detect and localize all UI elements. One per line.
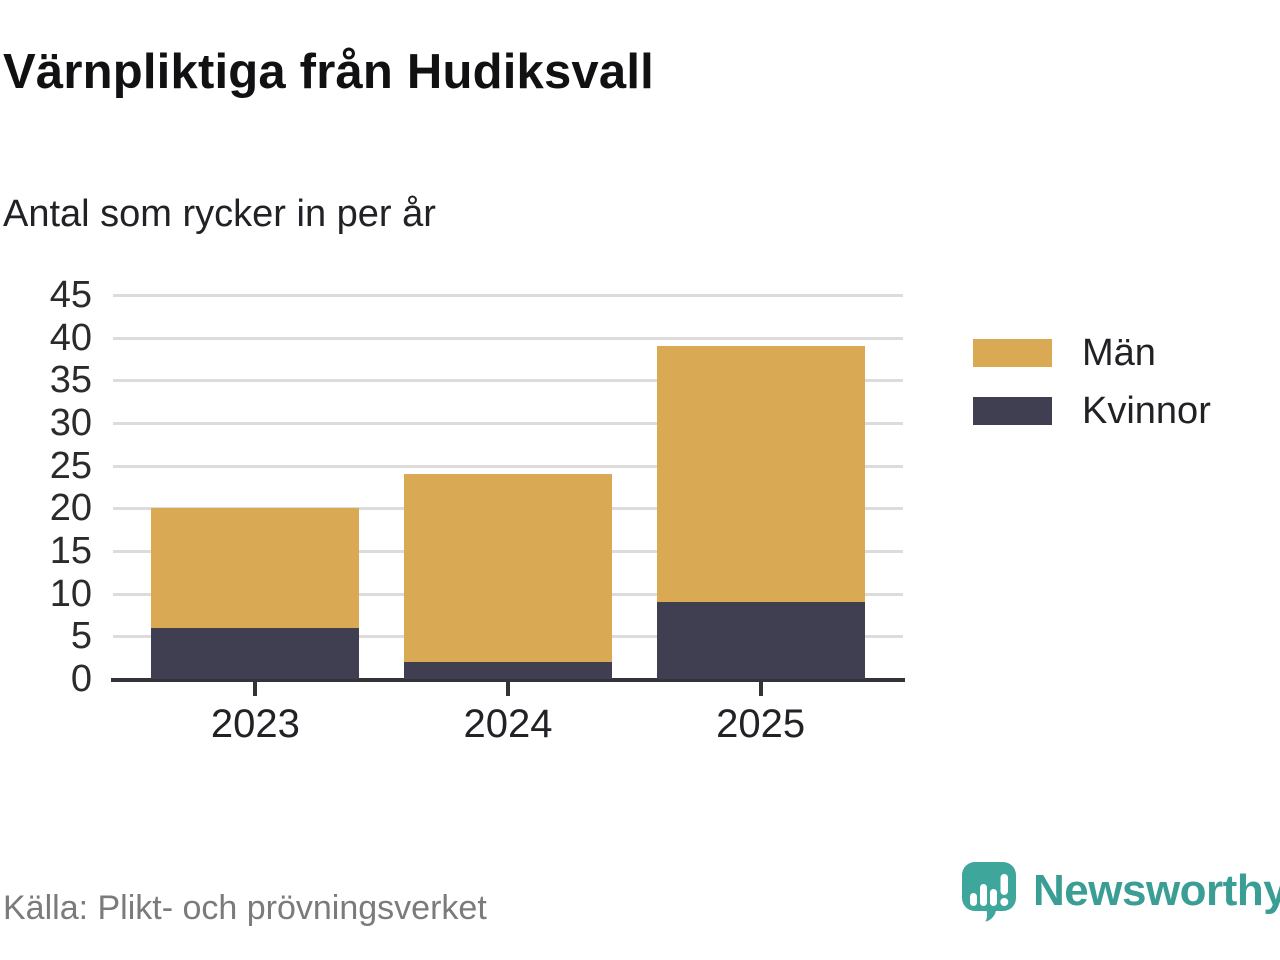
gridline-25 <box>113 464 903 468</box>
plot-area <box>111 294 905 696</box>
gridline-30 <box>113 422 903 425</box>
y-tick-label-15: 15 <box>49 530 92 572</box>
x-tick-label-2024: 2024 <box>463 702 553 746</box>
y-tick-label-5: 5 <box>70 615 92 658</box>
x-tick-label-2025: 2025 <box>716 702 806 746</box>
y-tick-label-40: 40 <box>49 316 92 359</box>
legend-label-kvinnor: Kvinnor <box>1082 390 1211 432</box>
y-tick-label-30: 30 <box>49 402 92 444</box>
bar-segment-2024-kvinnor <box>404 661 612 679</box>
newsworthy-logo: Newsworthy <box>962 862 1280 922</box>
legend-item-man: Män <box>973 331 1211 375</box>
legend-swatch-kvinnor <box>973 397 1052 425</box>
y-tick-label-35: 35 <box>49 359 92 402</box>
source-text: Källa: Plikt- och prövningsverket <box>3 889 487 927</box>
y-tick-label-10: 10 <box>49 572 92 615</box>
gridline-40 <box>113 336 903 340</box>
bar-segment-2023-män <box>151 508 360 628</box>
bar-segment-2024-män <box>404 474 612 662</box>
x-tick-2025 <box>758 682 763 696</box>
chart-title: Värnpliktiga från Hudiksvall <box>3 45 654 99</box>
chart-subtitle: Antal som rycker in per år <box>3 193 436 235</box>
legend-label-man: Män <box>1082 332 1156 374</box>
gridline-45 <box>113 294 903 297</box>
legend-item-kvinnor: Kvinnor <box>973 389 1211 433</box>
y-tick-label-20: 20 <box>49 487 92 530</box>
x-axis-line <box>111 678 905 682</box>
bar-segment-2023-kvinnor <box>151 627 360 679</box>
gridline-35 <box>113 379 903 383</box>
bar-segment-2025-män <box>656 346 865 603</box>
x-tick-2023 <box>253 682 258 696</box>
y-axis-labels: 0 5 10 15 20 25 30 35 40 45 <box>0 274 92 700</box>
y-tick-label-25: 25 <box>49 444 92 487</box>
y-tick-label-45: 45 <box>49 274 92 316</box>
x-tick-2024 <box>506 682 510 696</box>
newsworthy-bubble-chart-icon <box>962 862 1016 922</box>
x-tick-label-2023: 2023 <box>210 702 300 746</box>
legend: Män Kvinnor <box>973 331 1211 433</box>
y-tick-label-0: 0 <box>70 658 92 700</box>
bar-segment-2025-kvinnor <box>656 602 865 679</box>
newsworthy-wordmark: Newsworthy <box>1033 866 1280 915</box>
legend-swatch-man <box>973 339 1052 367</box>
